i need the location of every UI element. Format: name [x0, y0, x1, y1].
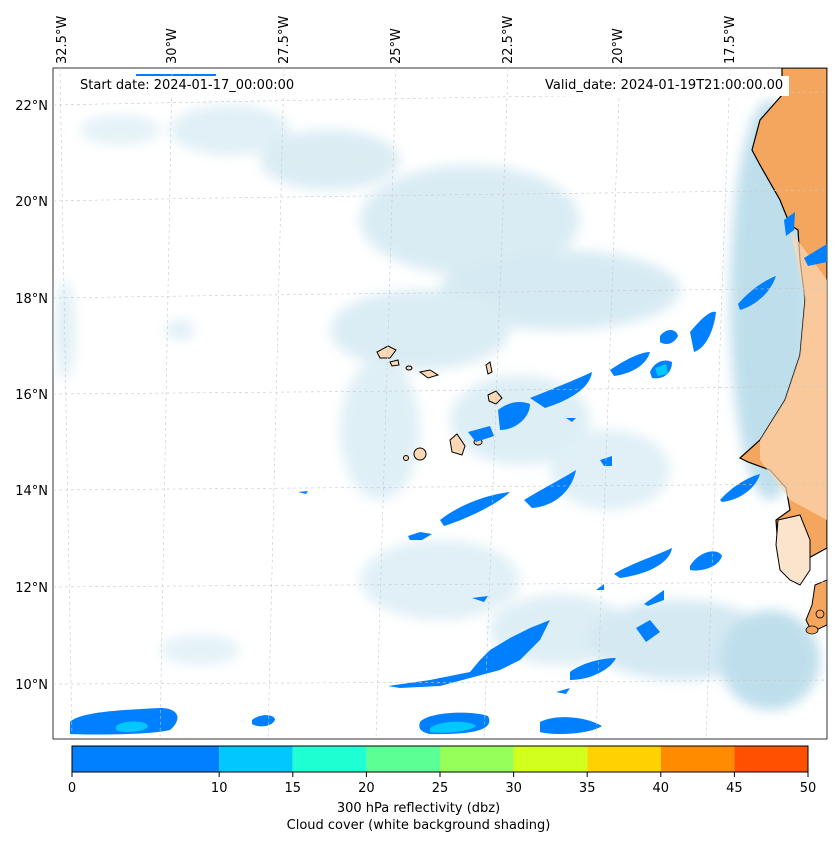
colorbar-subtitle: Cloud cover (white background shading) [286, 818, 551, 833]
colorbar-segment [734, 746, 808, 772]
colorbar-segment [72, 746, 220, 772]
lon-label: 22.5°W [501, 16, 516, 64]
lon-label: 25°W [389, 28, 404, 64]
colorbar-segment [292, 746, 367, 772]
reflectivity-contours-high [116, 364, 668, 733]
colorbar-segment [513, 746, 588, 772]
colorbar: 05101520253035404550 [68, 745, 816, 796]
lat-label: 20°N [15, 195, 48, 210]
lat-label: 14°N [15, 484, 48, 499]
bijagos-island [805, 625, 819, 635]
longitude-labels: 32.5°W 30°W 27.5°W 25°W 22.5°W 20°W 17.5… [55, 16, 738, 64]
cloud-cover-shading [55, 100, 820, 710]
lat-label: 12°N [15, 581, 48, 596]
colorbar-tick-label: 15 [285, 781, 302, 796]
lon-label: 27.5°W [277, 16, 292, 64]
lon-label: 32.5°W [55, 16, 70, 64]
colorbar-tick-label: 35 [579, 781, 596, 796]
cape-verde-islands [376, 345, 503, 461]
lat-label: 16°N [15, 388, 48, 403]
lat-label: 18°N [15, 292, 48, 307]
lon-label: 17.5°W [723, 16, 738, 64]
guinea-bissau-coast [775, 514, 811, 586]
lat-label: 22°N [15, 99, 48, 114]
colorbar-segment [440, 746, 514, 772]
colorbar-tick-label: 10 [211, 781, 228, 796]
colorbar-tick-label: 40 [653, 781, 670, 796]
colorbar-segment [587, 746, 661, 772]
colorbar-segment [219, 746, 293, 772]
lat-label: 10°N [15, 678, 48, 693]
graticule-lines [53, 68, 827, 739]
lon-label: 20°W [611, 28, 626, 64]
colorbar-tick-label: 20 [358, 781, 375, 796]
lon-label: 30°W [165, 28, 180, 64]
colorbar-tick-label: 50 [800, 781, 817, 796]
valid-date-label: Valid_date: 2024-01-19T21:00:00.00 [539, 76, 790, 96]
colorbar-tick-label: 30 [505, 781, 522, 796]
colorbar-segment [660, 746, 735, 772]
colorbar-ticks: 05101520253035404550 [68, 772, 816, 796]
colorbar-segments [72, 746, 808, 772]
colorbar-tick-label: 0 [68, 781, 76, 796]
latitude-labels: 22°N 20°N 18°N 16°N 14°N 12°N 10°N [15, 99, 48, 693]
colorbar-segment [366, 746, 440, 772]
africa-land-cloud-overlay [760, 230, 827, 520]
colorbar-tick-label: 25 [432, 781, 449, 796]
reflectivity-contours [70, 74, 827, 735]
bijagos-island [815, 609, 825, 619]
colorbar-title: 300 hPa reflectivity (dbz) [336, 801, 501, 816]
start-date-label: Start date: 2024-01-17_00:00:00 [74, 76, 301, 96]
colorbar-tick-label: 45 [726, 781, 743, 796]
